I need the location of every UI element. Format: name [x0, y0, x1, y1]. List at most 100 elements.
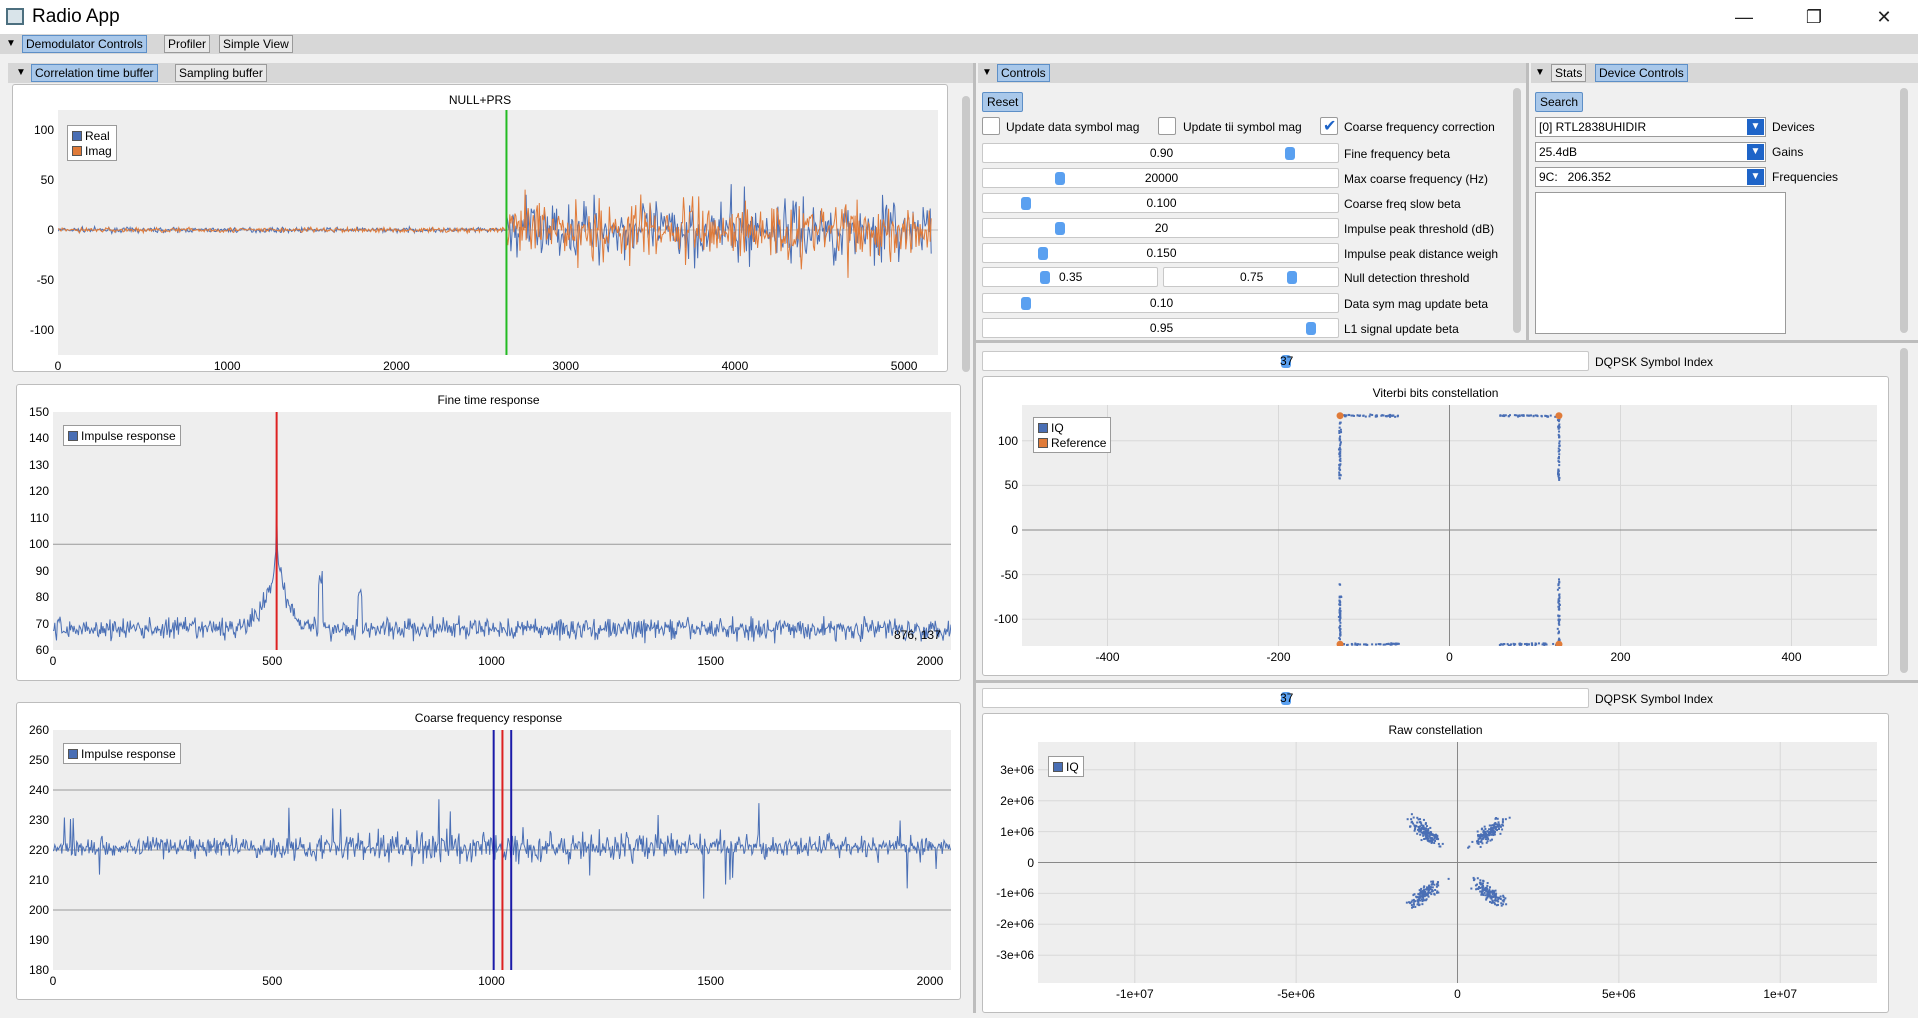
slider-handle[interactable]: [1054, 172, 1065, 185]
iq-point: [1504, 897, 1507, 900]
iq-point: [1556, 588, 1559, 591]
iq-point: [1409, 901, 1412, 904]
cursor-readout: 876, 137: [894, 628, 941, 642]
chevron-down-icon[interactable]: ▼: [1535, 67, 1545, 78]
iq-point: [1477, 834, 1480, 837]
iq-point: [1518, 414, 1521, 417]
reset-button[interactable]: Reset: [982, 92, 1024, 112]
slider-coarse-freq-slow-beta[interactable]: 0.100: [982, 193, 1339, 213]
slider-handle[interactable]: [1020, 297, 1031, 310]
tab-stats[interactable]: Stats: [1551, 64, 1587, 82]
viterbi-plot: [1022, 405, 1877, 648]
slider-impulse-peak-distance-weigh[interactable]: 0.150: [982, 243, 1339, 263]
slider-handle[interactable]: [1287, 271, 1297, 284]
vertical-splitter[interactable]: [973, 63, 976, 1013]
slider-fine-frequency-beta[interactable]: 0.90: [982, 143, 1339, 163]
null-threshold-low-slider[interactable]: 0.35: [982, 267, 1158, 287]
iq-point: [1507, 415, 1510, 418]
slider-label: Null detection threshold: [1344, 271, 1470, 285]
slider-value: 37: [1280, 354, 1294, 368]
iq-point: [1484, 894, 1487, 897]
chevron-down-icon[interactable]: ▼: [1747, 144, 1764, 160]
x-tick-label: 2000: [916, 974, 944, 988]
x-tick-label: 2000: [383, 359, 410, 373]
tab-device-controls[interactable]: Device Controls: [1595, 64, 1688, 82]
tab-profiler[interactable]: Profiler: [164, 35, 211, 53]
horizontal-splitter[interactable]: [976, 680, 1918, 683]
iq-point: [1486, 891, 1489, 894]
slider-handle[interactable]: [1037, 247, 1048, 260]
legend-swatch-iq: [1053, 761, 1063, 772]
update-data-symbol-mag-checkbox[interactable]: [982, 117, 1000, 135]
iq-point: [1430, 841, 1433, 844]
iq-point: [1480, 893, 1483, 896]
iq-point: [1467, 846, 1470, 849]
slider-handle[interactable]: [1285, 147, 1296, 160]
slider-l1-signal-update-beta[interactable]: 0.95: [982, 318, 1339, 338]
slider-handle[interactable]: [1054, 222, 1065, 235]
coarse-frequency-correction-checkbox[interactable]: ✔: [1320, 117, 1338, 135]
iq-point: [1423, 832, 1426, 835]
iq-point: [1338, 471, 1341, 474]
dqpsk-symbol-index-slider[interactable]: 37: [982, 688, 1589, 708]
iq-point: [1558, 600, 1561, 603]
update-tii-symbol-mag-checkbox[interactable]: [1158, 117, 1176, 135]
iq-point: [1429, 832, 1432, 835]
iq-point: [1420, 827, 1423, 830]
iq-point: [1481, 837, 1484, 840]
tab-sampling-buffer[interactable]: Sampling buffer: [175, 64, 267, 82]
search-button[interactable]: Search: [1535, 92, 1584, 112]
x-tick-label: 0: [49, 654, 57, 668]
slider-handle[interactable]: [1281, 692, 1291, 705]
gains-select[interactable]: 25.4dB ▼: [1535, 142, 1766, 162]
chevron-down-icon[interactable]: ▼: [1747, 119, 1764, 135]
tab-controls[interactable]: Controls: [997, 64, 1050, 82]
iq-point: [1413, 900, 1416, 903]
chevron-down-icon[interactable]: ▼: [6, 38, 16, 49]
iq-point: [1508, 816, 1511, 819]
device-list[interactable]: [1535, 192, 1786, 334]
vertical-scrollbar[interactable]: [962, 96, 970, 372]
tab-demodulator-controls[interactable]: Demodulator Controls: [22, 35, 147, 53]
vertical-splitter[interactable]: [1526, 63, 1529, 340]
restore-button[interactable]: ❐: [1805, 6, 1823, 27]
iq-point: [1419, 899, 1422, 902]
iq-point: [1483, 889, 1486, 892]
slider-max-coarse-frequency-hz[interactable]: 20000: [982, 168, 1339, 188]
y-tick-label: 70: [35, 616, 49, 631]
null-threshold-high-slider[interactable]: 0.75: [1163, 267, 1339, 287]
frequencies-select[interactable]: 9C: 206.352 ▼: [1535, 167, 1766, 187]
slider-handle[interactable]: [1281, 355, 1291, 368]
slider-handle[interactable]: [1020, 197, 1031, 210]
fine-time-svg: [52, 412, 952, 650]
vertical-scrollbar[interactable]: [1900, 348, 1908, 673]
vertical-scrollbar[interactable]: [1900, 88, 1908, 333]
dqpsk-symbol-index-slider[interactable]: 37: [982, 351, 1589, 371]
y-tick-label: 90: [35, 563, 49, 578]
iq-point: [1436, 835, 1439, 838]
slider-handle[interactable]: [1305, 322, 1316, 335]
close-button[interactable]: ✕: [1876, 6, 1892, 27]
minimize-button[interactable]: —: [1735, 6, 1753, 27]
iq-point: [1558, 418, 1561, 421]
vertical-scrollbar[interactable]: [1513, 88, 1521, 333]
y-tick-label: 0: [1027, 855, 1034, 870]
iq-point: [1482, 830, 1485, 833]
horizontal-splitter[interactable]: [976, 340, 1918, 343]
chevron-down-icon[interactable]: ▼: [16, 67, 26, 78]
slider-handle[interactable]: [1040, 271, 1050, 284]
iq-point: [1339, 457, 1342, 460]
chevron-down-icon[interactable]: ▼: [1747, 169, 1764, 185]
slider-value: 0.10: [1149, 296, 1174, 310]
devices-select[interactable]: [0] RTL2838UHIDIR ▼: [1535, 117, 1766, 137]
slider-impulse-peak-threshold-db[interactable]: 20: [982, 218, 1339, 238]
iq-point: [1413, 828, 1416, 831]
iq-point: [1558, 449, 1561, 452]
checkmark-icon: ✔: [1323, 118, 1337, 135]
tab-simple-view[interactable]: Simple View: [219, 35, 293, 53]
slider-data-sym-mag-update-beta[interactable]: 0.10: [982, 293, 1339, 313]
iq-point: [1422, 897, 1425, 900]
iq-point: [1427, 886, 1430, 889]
tab-correlation-time-buffer[interactable]: Correlation time buffer: [31, 64, 158, 82]
chevron-down-icon[interactable]: ▼: [982, 67, 992, 78]
